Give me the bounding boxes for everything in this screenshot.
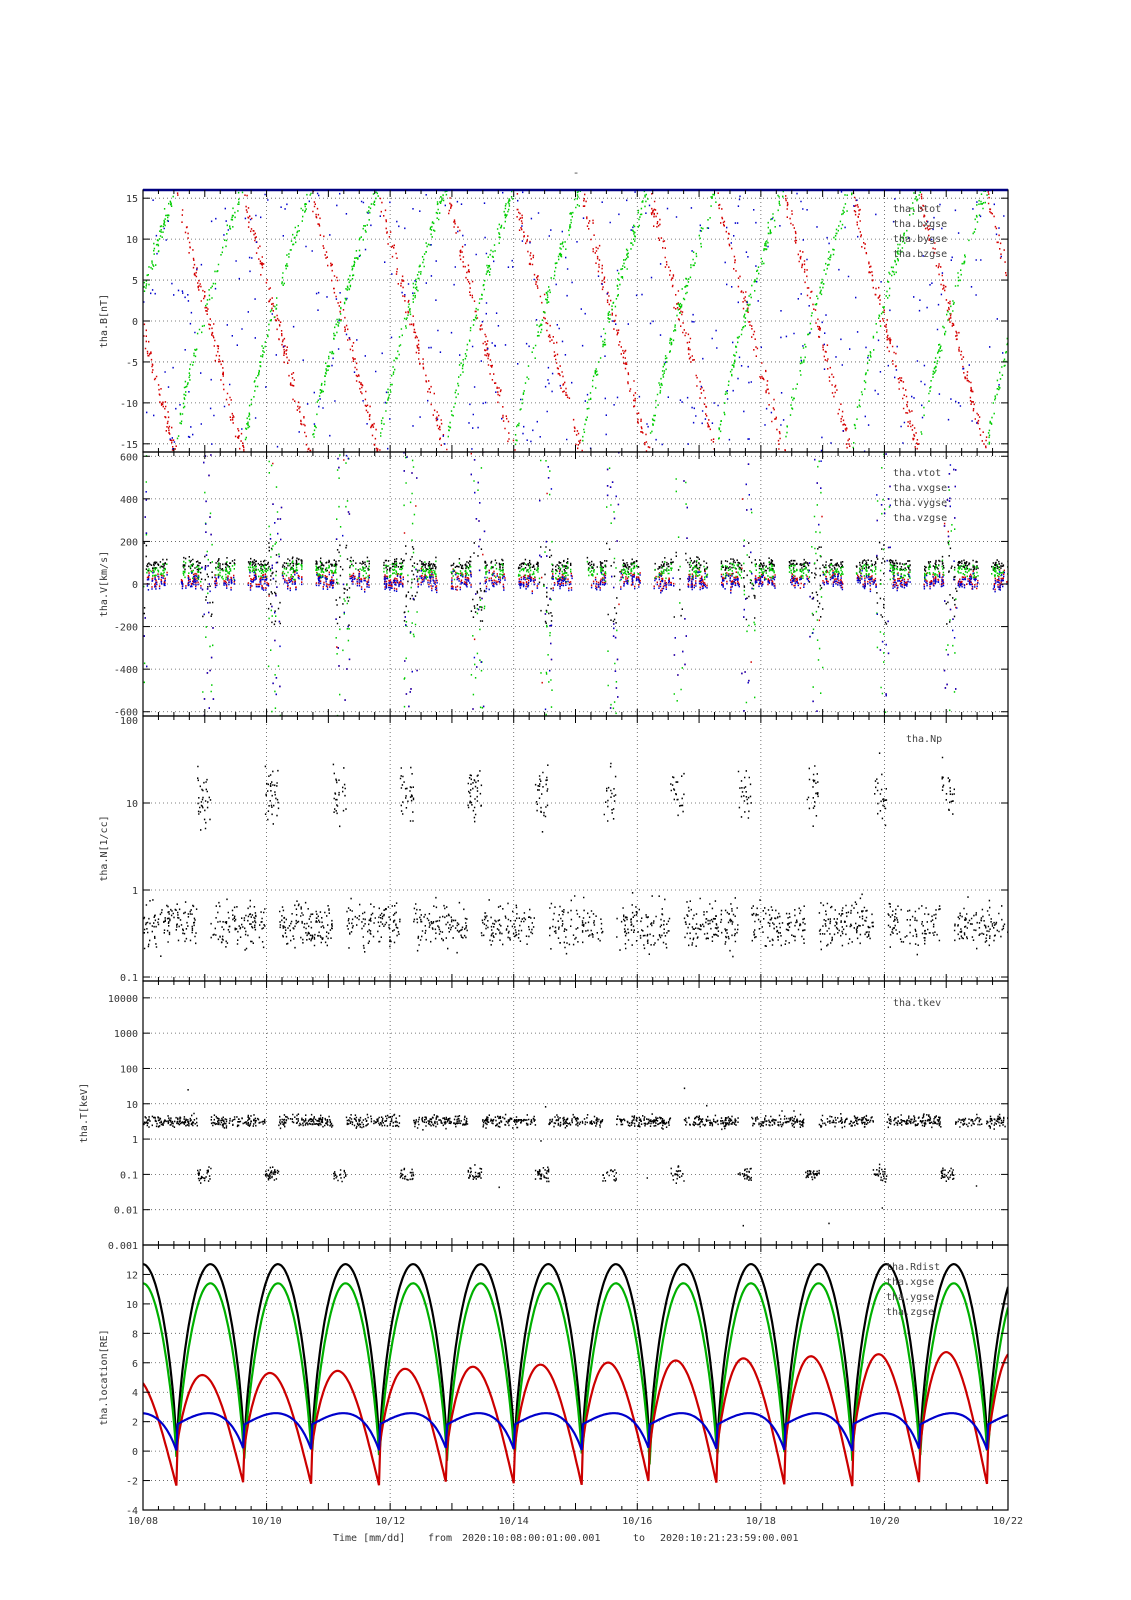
x-tick-label: 10/16 xyxy=(622,1516,652,1527)
y-tick-label: 10 xyxy=(126,799,138,810)
legend-entry: tha.tkev xyxy=(893,998,941,1009)
legend-entry: tha.btot xyxy=(893,204,941,215)
legend-entry: tha.Rdist xyxy=(886,1262,940,1273)
y-tick-label: 10 xyxy=(126,1300,138,1311)
y-tick-label: 10000 xyxy=(108,994,138,1005)
y-tick-label: 5 xyxy=(132,276,138,287)
y-tick-label: -2 xyxy=(126,1477,138,1488)
y-tick-label: -400 xyxy=(114,665,138,676)
y-tick-label: 1000 xyxy=(114,1029,138,1040)
y-tick-label: 0.1 xyxy=(120,973,138,984)
panel-1-data xyxy=(143,190,1008,452)
legend-entry: tha.Np xyxy=(906,734,942,745)
series-points-tha.bygse xyxy=(143,190,1008,452)
panel-3-data xyxy=(143,752,1008,958)
series-line-tha.Rdist xyxy=(143,1262,1008,1460)
y-tick-label: -4 xyxy=(126,1506,138,1517)
legend-entry: tha.zgse xyxy=(886,1307,934,1318)
series-line-tha.xgse xyxy=(143,1282,1008,1465)
y-tick-label: 8 xyxy=(132,1329,138,1340)
y-tick-label: 10 xyxy=(126,235,138,246)
legend-entry: tha.vxgse xyxy=(893,483,947,494)
legend-entry: tha.bygse xyxy=(893,234,947,245)
x-tick-label: 10/22 xyxy=(993,1516,1023,1527)
x-tick-label: 10/08 xyxy=(128,1516,158,1527)
y-tick-label: 0 xyxy=(132,1447,138,1458)
panel-frame xyxy=(142,715,1009,982)
y-tick-label: 4 xyxy=(132,1388,138,1399)
y-tick-label: -15 xyxy=(120,440,138,451)
panel-5-data xyxy=(143,1262,1008,1487)
y-tick-label: 15 xyxy=(126,194,138,205)
y-axis-label: tha.B[nT] xyxy=(99,294,110,348)
panel-4-data xyxy=(143,1087,1008,1227)
y-tick-label: -10 xyxy=(120,399,138,410)
x-axis-title: Time [mm/dd] from 2020:10:08:00:01:00.00… xyxy=(333,1533,798,1544)
y-tick-label: 200 xyxy=(120,537,138,548)
y-tick-label: 1 xyxy=(132,1135,138,1146)
panel-1: 15 10 5 0 -5 -10 -15 tha.B[nT] tha.btot tha.bxgse… xyxy=(99,188,1009,453)
y-axis-label: tha.V[km/s] xyxy=(99,551,110,617)
y-tick-label: -200 xyxy=(114,623,138,634)
panel-2-data xyxy=(143,452,1008,716)
y-tick-label: -5 xyxy=(126,358,138,369)
panel-4: 10000 1000 100 10 1 0.1 0.01 0.001 tha.T[keV] tha… xyxy=(79,980,1009,1252)
panel-frame xyxy=(142,980,1009,1246)
x-axis-from-label: from xyxy=(428,1533,452,1544)
legend-entry: tha.xgse xyxy=(886,1277,934,1288)
series-points-tha.Np xyxy=(143,752,1008,958)
y-tick-label: 0 xyxy=(132,580,138,591)
y-tick-label: 10 xyxy=(126,1100,138,1111)
x-tick-label: 10/20 xyxy=(869,1516,899,1527)
series-points-tha.tkev xyxy=(143,1087,1008,1227)
series-points-tha.vtot xyxy=(143,541,1008,626)
y-tick-label: 100 xyxy=(120,1064,138,1075)
series-points-tha.bxgse xyxy=(143,190,1008,452)
series-points-tha.vxgse xyxy=(143,452,1008,716)
x-tick-label: 10/18 xyxy=(746,1516,776,1527)
y-tick-label: 0 xyxy=(132,317,138,328)
x-tick-label: 10/14 xyxy=(499,1516,529,1527)
series-line-tha.ygse xyxy=(143,1350,1008,1487)
x-axis-label: Time [mm/dd] xyxy=(333,1533,405,1544)
y-tick-label: 0.01 xyxy=(114,1206,138,1217)
y-tick-label: 600 xyxy=(120,452,138,463)
y-tick-label: 400 xyxy=(120,495,138,506)
y-axis-label: tha.T[keV] xyxy=(79,1083,90,1143)
panels: 151050-5-10-15tha.B[nT]tha.btottha.bxgse… xyxy=(79,188,1023,1527)
series-line-tha.zgse xyxy=(143,1412,1008,1452)
legend-entry: tha.ygse xyxy=(886,1292,934,1303)
series-points-tha.vzgse xyxy=(143,452,1008,716)
x-axis-from-time: 2020:10:08:00:01:00.001 xyxy=(462,1533,600,1544)
y-tick-label: 0.1 xyxy=(120,1170,138,1181)
y-tick-label: 100 xyxy=(120,716,138,727)
y-axis-label: tha.location[RE] xyxy=(99,1329,110,1425)
series-points-tha.vygse xyxy=(143,453,1008,716)
legend-entry: tha.vzgse xyxy=(893,513,947,524)
legend-entry: tha.vtot xyxy=(893,468,941,479)
panel-2: 600 400 200 0 -200 -400 -600 tha.V[km/s] tha.vto… xyxy=(99,451,1009,719)
panel-3: 100 10 1 0.1 tha.N[1/cc] tha.Np xyxy=(99,715,1009,984)
x-tick-label: 10/10 xyxy=(252,1516,282,1527)
legend-entry: tha.vygse xyxy=(893,498,947,509)
y-tick-label: 2 xyxy=(132,1418,138,1429)
chart-title: - xyxy=(573,166,580,179)
legend-entry: tha.bzgse xyxy=(893,249,947,260)
x-tick-label: 10/12 xyxy=(375,1516,405,1527)
x-axis-to-time: 2020:10:21:23:59:00.001 xyxy=(660,1533,798,1544)
x-axis-to-label: to xyxy=(633,1533,645,1544)
y-tick-label: 12 xyxy=(126,1270,138,1281)
legend-entry: tha.bxgse xyxy=(893,219,947,230)
y-tick-label: 0.001 xyxy=(108,1241,138,1252)
y-axis-label: tha.N[1/cc] xyxy=(99,815,110,881)
y-tick-label: 6 xyxy=(132,1359,138,1370)
y-tick-label: -600 xyxy=(114,708,138,719)
panel-5: 12 10 8 6 4 2 0 -2 -4 tha.location[RE] tha.Rdist th… xyxy=(99,1244,1009,1517)
y-tick-label: 1 xyxy=(132,886,138,897)
